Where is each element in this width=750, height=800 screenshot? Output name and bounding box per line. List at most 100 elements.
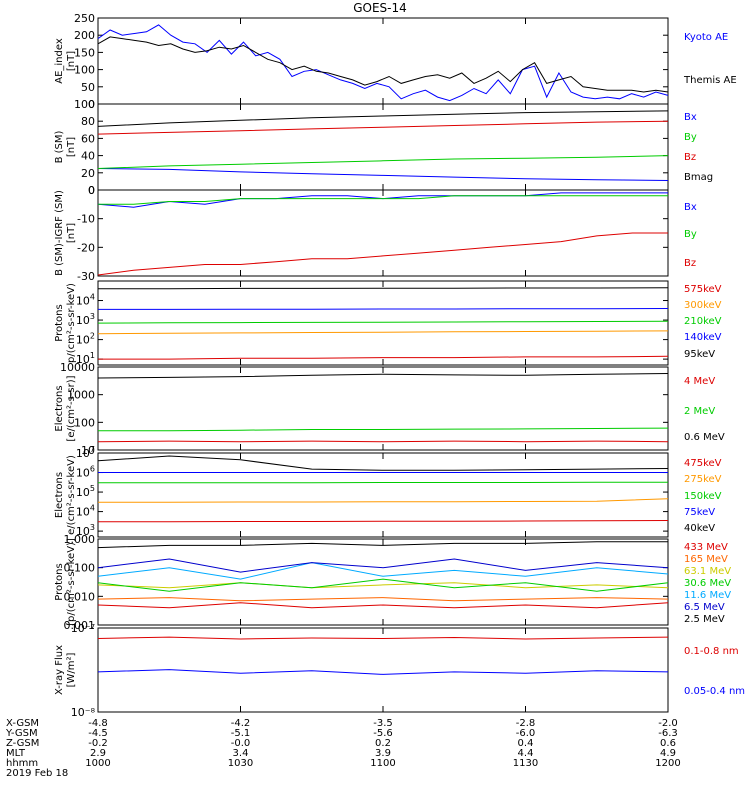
ytick-label: 80 <box>81 115 95 128</box>
series-line <box>97 578 669 592</box>
ytick-label: 10⁻⁷ <box>71 622 95 635</box>
legend-entry: Bx <box>684 202 697 213</box>
series-line <box>98 195 668 205</box>
panel-8: 10⁻⁸ 10⁻⁷ X-ray Flux [W/m²] 0.1-0.8 nm 0.05-0… <box>54 622 745 719</box>
legend-entry: 6.5 MeV <box>684 602 725 613</box>
footer-value: -4.2 <box>231 718 251 729</box>
footer-value: -2.0 <box>658 718 678 729</box>
series-line <box>98 427 669 432</box>
series-line <box>97 636 669 640</box>
panel-7: 0.001 0.010 0.100 1.000 Protons [p/(cm²-s-sr-… <box>54 533 731 632</box>
ytick-label: 250 <box>74 12 95 25</box>
legend-entry: 275keV <box>684 474 722 485</box>
ylabel: e/(cm²-s-sr-keV) <box>66 455 77 535</box>
series-line <box>97 440 669 443</box>
panel-frame <box>97 538 669 626</box>
legend-entry: 95keV <box>684 349 715 360</box>
series-line <box>97 168 669 181</box>
footer-value: 2.9 <box>90 748 106 759</box>
series-line <box>97 36 669 93</box>
legend-entry: By <box>684 229 697 240</box>
legend-entry: 150keV <box>684 491 722 502</box>
ytick-label: 0.010 <box>64 590 96 603</box>
footer-value: 1000 <box>85 758 110 769</box>
series-line <box>97 110 669 127</box>
ylabel: [p/(cm²-s-sr-keV)] <box>66 538 77 626</box>
ylabel: B (SM)-IGRF (SM) <box>54 190 65 276</box>
series-line <box>97 562 669 580</box>
panel-frame <box>97 103 669 191</box>
ytick-label: 0.100 <box>64 562 96 575</box>
series-line <box>98 498 669 503</box>
legend-entry: 30.6 MeV <box>684 578 731 589</box>
footer-row-label: hhmm <box>6 758 38 769</box>
footer-value: -0.0 <box>231 738 251 749</box>
ytick-label: 1000 <box>67 389 95 402</box>
footer-value: 1130 <box>513 758 538 769</box>
ylabel: [nT] <box>66 51 77 71</box>
legend-entry: 210keV <box>684 316 722 327</box>
ylabel: [e/(cm²-s-sr)] <box>66 375 77 441</box>
panel-5: 10 100 1000 10000 Electrons [e/(cm²-s-sr)] 4 M… <box>54 361 725 457</box>
legend-entry: 2 MeV <box>684 406 715 417</box>
series-line <box>97 320 669 324</box>
series-line <box>98 308 669 310</box>
ytick-label: 103 <box>76 312 95 327</box>
ytick-label: 0 <box>88 184 95 197</box>
footer-value: -4.5 <box>88 728 108 739</box>
legend-entry: 575keV <box>684 284 722 295</box>
footer-value: 0.6 <box>660 738 676 749</box>
series-line <box>98 481 668 484</box>
series-line <box>98 287 669 290</box>
legend-entry: 40keV <box>684 523 715 534</box>
ylabel: Protons <box>54 563 65 600</box>
footer-value: 1200 <box>655 758 680 769</box>
legend-entry: 165 MeV <box>684 554 728 565</box>
ytick-label: 1.000 <box>64 533 96 546</box>
series-line <box>97 558 669 573</box>
ytick-label: 100 <box>74 64 95 77</box>
ylabel: Electrons <box>54 385 65 431</box>
legend-entry: 2.5 MeV <box>684 614 725 625</box>
footer-row-label: X-GSM <box>6 718 39 729</box>
series-line <box>97 455 669 471</box>
series-line <box>97 373 669 379</box>
footer-value: 0.2 <box>375 738 391 749</box>
panel-2: 0 20 40 60 80 100 B (SM) [nT] Bx By Bz Bmag <box>54 98 713 197</box>
footer-row-label: Z-GSM <box>6 738 39 749</box>
series-line <box>98 355 669 360</box>
footer-value: 3.4 <box>233 748 249 759</box>
footer-value: -5.6 <box>373 728 393 739</box>
footer-value: -6.0 <box>516 728 536 739</box>
footer-value: -5.1 <box>231 728 251 739</box>
legend-entry: 4 MeV <box>684 376 715 387</box>
series-line <box>97 232 668 276</box>
footer-value: 3.9 <box>375 748 391 759</box>
ytick-label: -30 <box>77 270 95 283</box>
series-line <box>97 669 669 675</box>
ytick-label: 10 <box>81 444 95 457</box>
legend-entry: Bz <box>684 258 696 269</box>
legend-entry: By <box>684 132 697 143</box>
ylabel: [nT] <box>66 223 77 243</box>
ytick-label: -10 <box>77 213 95 226</box>
ylabel: [W/m²] <box>66 652 77 687</box>
footer-value: -4.8 <box>88 718 108 729</box>
series-line <box>97 24 669 102</box>
footer-row-label: MLT <box>6 748 26 759</box>
series-line <box>97 120 669 135</box>
ytick-label: 40 <box>81 150 95 163</box>
footer-value: -3.5 <box>373 718 393 729</box>
ytick-label: 20 <box>81 167 95 180</box>
series-line <box>97 155 669 169</box>
legend-entry: 75keV <box>684 507 715 518</box>
panel-1: 0 50 100 150 200 250 AE_index [nT] Kyoto AE Themi… <box>54 12 737 111</box>
ytick-label: 200 <box>74 29 95 42</box>
legend-entry: 0.1-0.8 nm <box>684 646 739 657</box>
series-line <box>98 520 669 523</box>
ylabel: [nT] <box>66 137 77 157</box>
legend-entry: 140keV <box>684 332 722 343</box>
footer-value: -2.8 <box>516 718 536 729</box>
footer-value: 1030 <box>228 758 253 769</box>
